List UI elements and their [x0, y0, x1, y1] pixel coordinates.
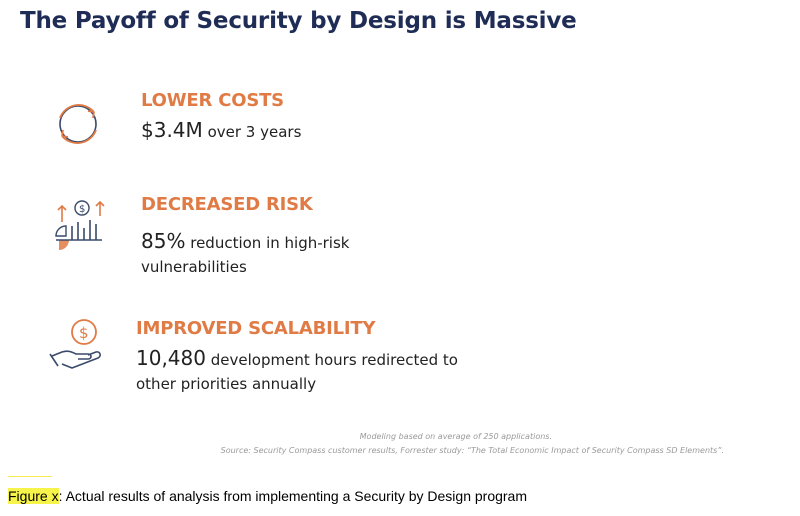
lower-costs-value: $3.4M	[141, 118, 203, 142]
lower-costs-heading: LOWER COSTS	[141, 90, 284, 111]
decreased-risk-value: 85%	[141, 229, 186, 253]
slide-title: The Payoff of Security by Design is Mass…	[20, 8, 577, 34]
footnote-source: Source: Security Compass customer result…	[220, 446, 724, 455]
hand-dollar-icon: $	[48, 316, 108, 374]
lower-costs-detail: over 3 years	[207, 123, 302, 141]
improved-scalability-heading: IMPROVED SCALABILITY	[136, 318, 376, 339]
decreased-risk-heading: DECREASED RISK	[141, 194, 313, 215]
improved-scalability-text: 10,480 development hours redirected to o…	[136, 346, 486, 396]
svg-text:$: $	[79, 324, 89, 342]
figure-caption-text: : Actual results of analysis from implem…	[58, 488, 527, 504]
decreased-risk-text: 85% reduction in high-risk vulnerabiliti…	[141, 229, 381, 279]
caption-divider	[8, 476, 52, 477]
improved-scalability-value: 10,480	[136, 346, 206, 370]
svg-text:$: $	[79, 204, 85, 215]
risk-chart-icon: $	[52, 196, 108, 256]
figure-caption: Figure x: Actual results of analysis fro…	[8, 488, 527, 504]
lower-costs-text: $3.4M over 3 years	[141, 118, 301, 144]
refresh-cycle-icon	[50, 96, 106, 152]
decreased-risk-detail: reduction in high-risk vulnerabilities	[141, 234, 350, 276]
improved-scalability-detail: development hours redirected to other pr…	[136, 351, 458, 393]
figure-label: Figure x	[8, 488, 59, 504]
footnote-modeling: Modeling based on average of 250 applica…	[359, 432, 552, 441]
